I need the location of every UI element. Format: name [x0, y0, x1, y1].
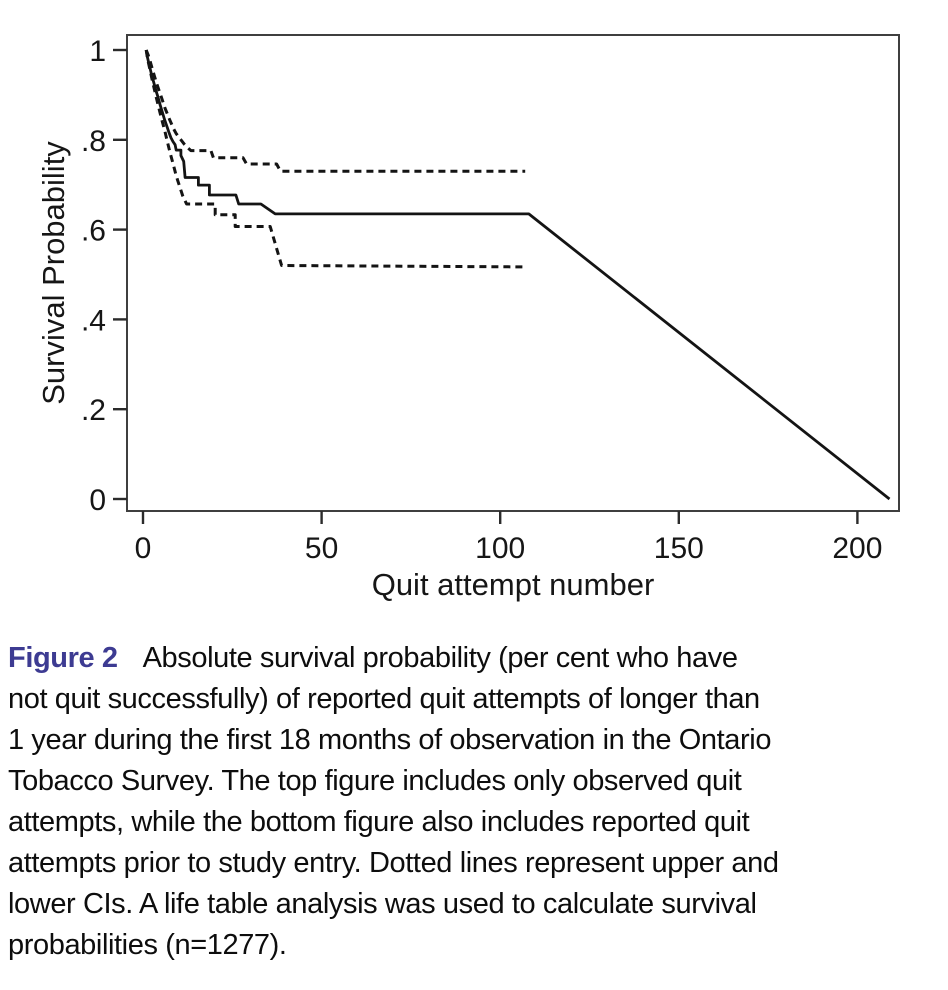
caption-text: Absolute survival probability (per cent …	[142, 642, 738, 674]
svg-text:0: 0	[89, 484, 106, 517]
caption-line: Figure 2 Absolute survival probability (p…	[8, 638, 942, 679]
caption-line: not quit successfully) of reported quit …	[8, 683, 760, 715]
svg-text:Survival Probability: Survival Probability	[36, 141, 71, 405]
svg-text:50: 50	[305, 532, 338, 565]
survival-chart: 0 .2 .4 .6 .8 1 0 50 100 150 200 Quit attempt numbe…	[36, 34, 900, 602]
svg-text:1: 1	[89, 35, 106, 68]
figure-2: 0 .2 .4 .6 .8 1 0 50 100 150 200 Quit attempt numbe…	[8, 34, 942, 966]
figure-caption: Figure 2 Absolute survival probability (p…	[8, 638, 942, 966]
svg-text:.4: .4	[81, 304, 106, 337]
figure-label: Figure 2	[8, 642, 118, 674]
svg-text:.6: .6	[81, 215, 106, 248]
caption-line: probabilities (n=1277).	[8, 929, 287, 961]
svg-text:.2: .2	[81, 394, 106, 427]
svg-text:Quit attempt number: Quit attempt number	[372, 567, 655, 602]
svg-text:100: 100	[475, 532, 525, 565]
caption-line: attempts, while the bottom figure also i…	[8, 806, 750, 838]
caption-line: Tobacco Survey. The top figure includes …	[8, 765, 742, 797]
svg-text:.8: .8	[81, 125, 106, 158]
svg-text:200: 200	[832, 532, 882, 565]
caption-line: lower CIs. A life table analysis was use…	[8, 888, 757, 920]
svg-text:0: 0	[135, 532, 152, 565]
caption-line: 1 year during the first 18 months of obs…	[8, 724, 772, 756]
svg-text:150: 150	[654, 532, 704, 565]
caption-line: attempts prior to study entry. Dotted li…	[8, 847, 779, 879]
